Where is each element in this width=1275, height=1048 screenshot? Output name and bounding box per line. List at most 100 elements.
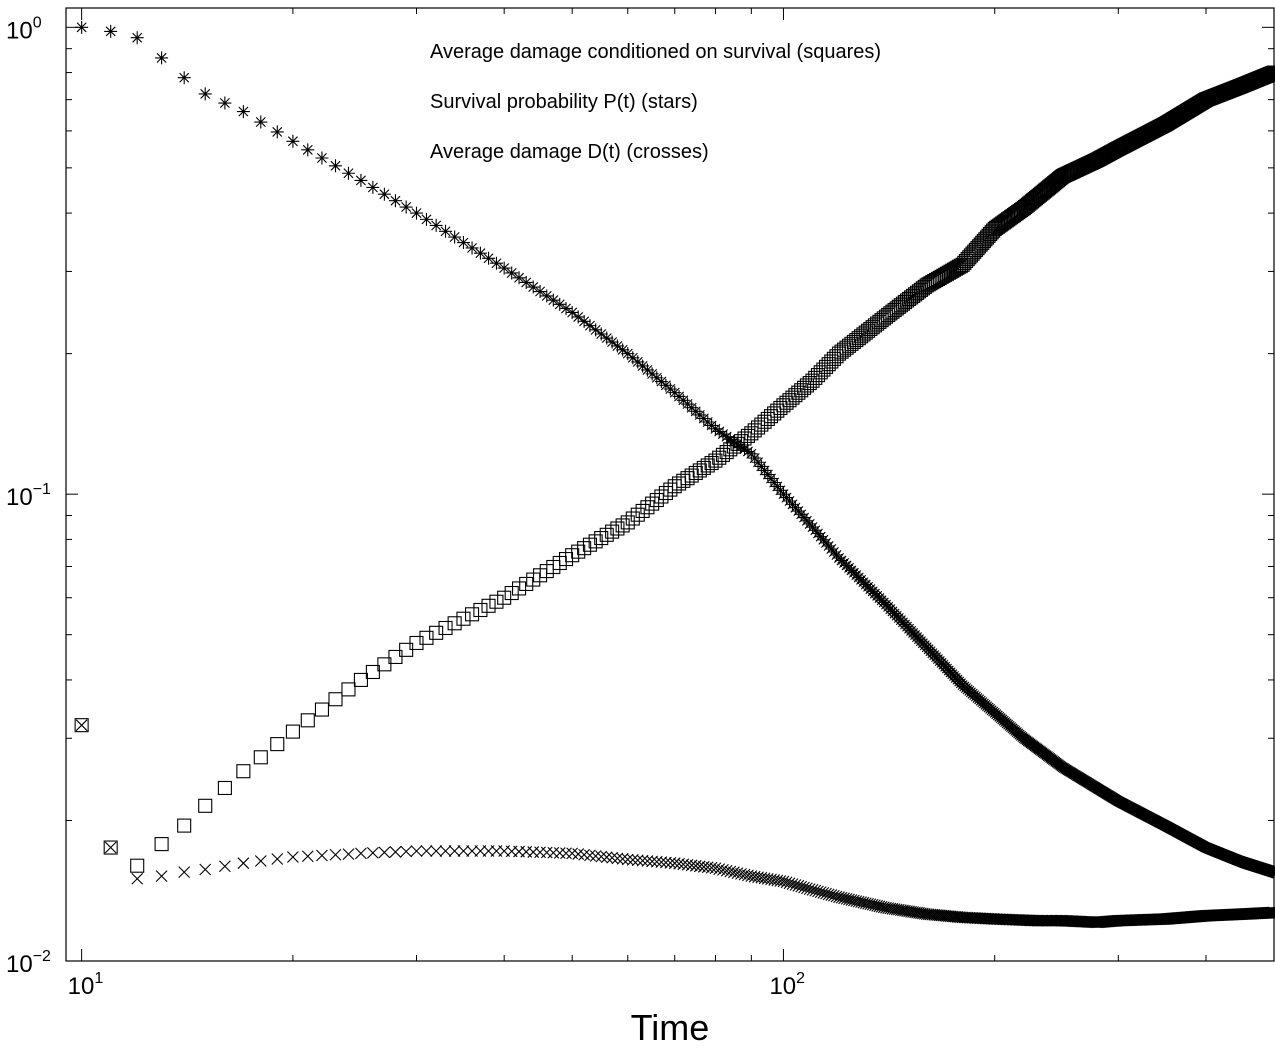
square-marker	[794, 383, 809, 398]
series	[74, 20, 1275, 929]
square-marker	[719, 445, 734, 460]
star-marker	[419, 212, 433, 226]
star-marker	[734, 440, 748, 454]
square-marker	[130, 858, 145, 873]
square-marker	[797, 380, 812, 395]
cross-marker	[713, 863, 726, 875]
square-marker	[419, 630, 434, 645]
square-marker	[692, 463, 707, 478]
annotation-crosses: Average damage D(t) (crosses)	[430, 141, 709, 163]
square-marker	[198, 798, 213, 813]
star-marker	[315, 151, 329, 165]
cross-marker	[589, 850, 602, 862]
square-marker	[481, 598, 496, 613]
star-marker	[723, 432, 737, 446]
square-marker	[635, 503, 650, 518]
star-marker	[301, 143, 315, 157]
square-marker	[630, 507, 645, 522]
plot-frame	[65, 7, 1275, 962]
square-marker	[791, 385, 806, 400]
cross-marker	[631, 854, 644, 867]
star-marker	[497, 261, 511, 275]
cross-marker	[862, 897, 874, 910]
star-marker	[388, 194, 402, 208]
square-marker	[826, 351, 841, 366]
cross-marker	[855, 896, 867, 909]
cross-marker	[540, 846, 553, 859]
ticks: 101 102 10−2 10−1 100	[6, 8, 1275, 1000]
square-marker	[831, 346, 847, 361]
star-marker	[75, 20, 89, 34]
star-marker	[489, 256, 503, 270]
cross-marker	[621, 853, 634, 866]
star-marker	[748, 451, 762, 465]
series-cross	[75, 719, 1275, 929]
star-marker	[540, 289, 554, 303]
square-marker	[700, 458, 715, 473]
cross-marker	[705, 861, 718, 874]
square-marker	[620, 515, 635, 530]
cross-marker	[400, 845, 413, 858]
cross-marker	[848, 894, 860, 907]
star-marker	[720, 430, 734, 444]
cross-marker	[329, 848, 342, 861]
square-marker	[704, 455, 719, 471]
square-marker	[715, 447, 731, 462]
square-marker	[788, 388, 803, 403]
square-marker	[365, 664, 380, 680]
cross-marker	[850, 895, 863, 907]
cross-marker	[287, 851, 299, 863]
square-marker	[684, 468, 699, 483]
star-marker	[716, 427, 730, 441]
cross-marker	[199, 863, 212, 876]
square-marker	[473, 602, 488, 618]
square-marker	[824, 354, 839, 369]
star-marker	[727, 435, 741, 449]
cross-marker	[237, 857, 250, 870]
star-marker	[730, 437, 744, 451]
cross-marker	[709, 862, 722, 875]
star-marker	[645, 367, 659, 381]
square-marker	[645, 496, 660, 511]
cross-marker	[857, 896, 870, 909]
cross-marker	[660, 856, 672, 869]
series-square	[74, 65, 1275, 873]
square-marker	[818, 359, 834, 374]
square-marker	[438, 620, 453, 636]
cross-marker	[219, 860, 231, 873]
cross-marker	[636, 854, 649, 867]
cross-marker	[864, 898, 877, 911]
cross-marker	[724, 865, 737, 878]
star-marker	[737, 442, 751, 456]
square-marker	[799, 378, 814, 393]
cross-marker	[342, 848, 355, 860]
cross-marker	[1268, 906, 1275, 919]
square-marker	[429, 625, 444, 640]
star-marker	[354, 173, 368, 187]
square-marker	[837, 342, 852, 357]
star-marker	[177, 71, 191, 85]
cross-marker	[738, 868, 751, 881]
cross-marker	[611, 852, 624, 865]
square-marker	[103, 840, 118, 855]
square-marker	[782, 393, 797, 408]
square-marker	[377, 657, 392, 672]
square-marker	[74, 718, 89, 733]
star-marker	[767, 476, 781, 490]
square-marker	[813, 365, 828, 380]
star-marker	[218, 96, 232, 110]
cross-marker	[547, 846, 560, 859]
square-marker	[504, 585, 519, 601]
star-marker	[758, 463, 772, 477]
star-marker	[286, 134, 300, 148]
cross-marker	[410, 845, 423, 857]
square-marker	[688, 465, 703, 481]
square-marker	[821, 357, 836, 372]
square-marker	[676, 473, 691, 488]
cross-marker	[641, 855, 654, 867]
cross-marker	[566, 847, 579, 860]
cross-marker	[735, 867, 747, 880]
square-marker	[489, 594, 504, 609]
star-marker	[754, 459, 768, 473]
